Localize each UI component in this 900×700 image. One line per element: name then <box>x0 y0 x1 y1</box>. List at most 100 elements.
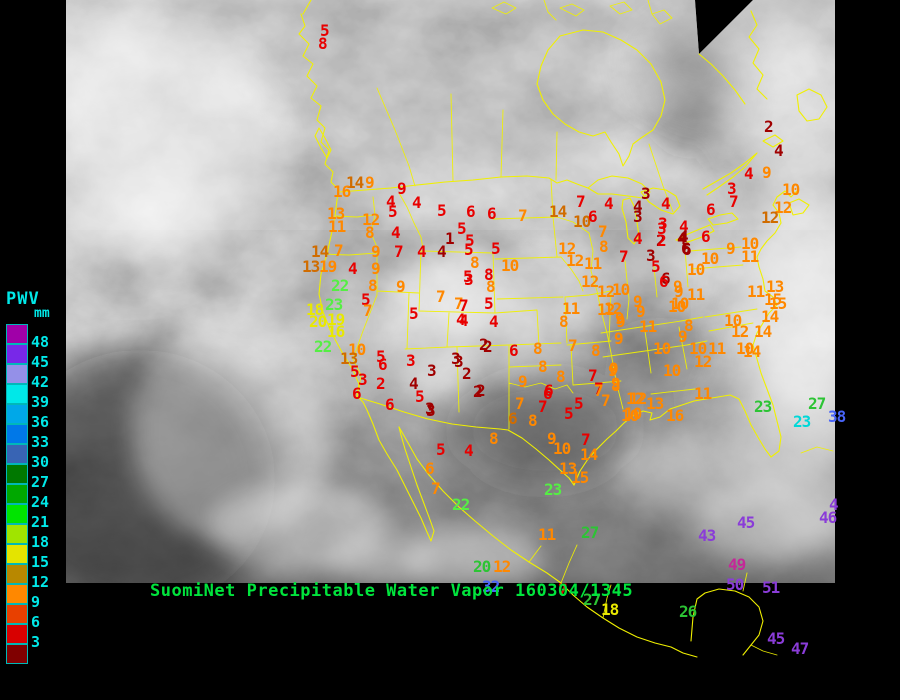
provincial-borders <box>376 87 674 213</box>
station-value: 9 <box>762 163 771 182</box>
station-value: 6 <box>544 381 553 400</box>
station-value: 51 <box>762 578 780 597</box>
station-value: 14 <box>743 342 761 361</box>
station-value: 20 <box>309 312 327 331</box>
gulf-coast <box>573 196 782 486</box>
station-value: 3 <box>426 401 435 420</box>
station-value: 3 <box>633 207 642 226</box>
station-value: 5 <box>491 239 500 258</box>
station-value: 13 <box>302 257 320 276</box>
station-value: 13 <box>340 349 358 368</box>
legend-swatch <box>6 384 28 404</box>
station-value: 7 <box>558 580 567 599</box>
legend-swatch <box>6 424 28 444</box>
station-value: 16 <box>333 182 351 201</box>
station-value: 8 <box>489 429 498 448</box>
alaska-border <box>302 0 312 15</box>
station-value: 45 <box>767 629 785 648</box>
station-value: 9 <box>633 292 642 311</box>
station-value: 5 <box>409 304 418 323</box>
pwv-legend: PWV mm 48 45 42 39 36 33 30 27 24 21 18 15 12 9 6 3 <box>6 289 50 664</box>
station-value: 16 <box>327 322 345 341</box>
station-value: 4 <box>633 197 642 216</box>
legend-entry: 30 <box>6 444 50 470</box>
station-value: 9 <box>371 259 380 278</box>
legend-swatch <box>6 404 28 424</box>
legend-swatch <box>6 584 28 604</box>
station-value: 10 <box>621 406 639 425</box>
legend-unit: mm <box>34 306 50 321</box>
station-value: 10 <box>612 280 630 299</box>
station-value: 8 <box>599 237 608 256</box>
lake-huron <box>640 187 681 215</box>
station-value: 4 <box>489 312 498 331</box>
legend-entry: 39 <box>6 384 50 410</box>
station-value: 22 <box>314 337 332 356</box>
station-value: 13 <box>766 277 784 296</box>
legend-swatch <box>6 544 28 564</box>
station-value: 2 <box>376 374 385 393</box>
station-value: 3 <box>451 349 460 368</box>
station-value: 5 <box>464 240 473 259</box>
station-value: 7 <box>436 287 445 306</box>
station-value: 8 <box>470 253 479 272</box>
legend-swatch <box>6 524 28 544</box>
lake-superior <box>587 175 651 199</box>
station-value: 3 <box>358 370 367 389</box>
legend-swatch <box>6 644 28 664</box>
station-value: 11 <box>538 525 556 544</box>
legend-entry: 45 <box>6 344 50 370</box>
station-value: 3 <box>657 219 666 238</box>
station-value: 7 <box>581 430 590 449</box>
station-value: 8 <box>591 341 600 360</box>
station-value: 2 <box>483 337 492 356</box>
mexico-interior <box>528 544 612 619</box>
station-value: 8 <box>559 312 568 331</box>
station-value: 4 <box>456 310 465 329</box>
map-outlines <box>298 0 834 658</box>
station-value: 3 <box>425 399 434 418</box>
station-value: 9 <box>397 179 406 198</box>
legend-label: 45 <box>31 353 50 371</box>
legend-entry: 3 <box>6 624 50 650</box>
station-value: 9 <box>611 374 620 393</box>
station-value: 10 <box>553 439 571 458</box>
legend-swatch <box>6 464 28 484</box>
legend-swatch <box>6 564 28 584</box>
station-value: 6 <box>701 227 710 246</box>
station-value: 4 <box>744 164 753 183</box>
station-value: 4 <box>348 259 357 278</box>
legend-label: 15 <box>31 553 50 571</box>
station-value: 3 <box>406 351 415 370</box>
lake-ontario <box>707 212 739 226</box>
legend-swatch <box>6 364 28 384</box>
station-value: 2 <box>656 231 665 250</box>
vancouver-island <box>314 127 332 159</box>
station-value: 12 <box>694 352 712 371</box>
station-value: 12 <box>629 389 647 408</box>
station-value: 8 <box>684 316 693 335</box>
station-value: 5 <box>376 347 385 366</box>
station-value: 10 <box>573 212 591 231</box>
station-value: 12 <box>493 557 511 576</box>
station-value: 18 <box>306 300 324 319</box>
station-value: 7 <box>459 296 468 315</box>
station-value: 7 <box>601 391 610 410</box>
station-value: 7 <box>588 366 597 385</box>
station-value: 6 <box>378 355 387 374</box>
station-value: 2 <box>657 231 666 250</box>
station-value: 10 <box>653 339 671 358</box>
station-value: 11 <box>328 217 346 236</box>
labrador-coast <box>748 10 768 100</box>
legend-entry: 21 <box>6 504 50 530</box>
station-value: 14 <box>346 173 364 192</box>
station-value: 6 <box>543 384 552 403</box>
state-borders-plains <box>492 178 622 430</box>
station-value: 2 <box>479 335 488 354</box>
station-value: 9 <box>616 312 625 331</box>
station-value: 5 <box>361 290 370 309</box>
legend-label: 27 <box>31 473 50 491</box>
legend-swatch <box>6 444 28 464</box>
station-value: 7 <box>363 301 372 320</box>
station-value: 9 <box>609 359 618 378</box>
